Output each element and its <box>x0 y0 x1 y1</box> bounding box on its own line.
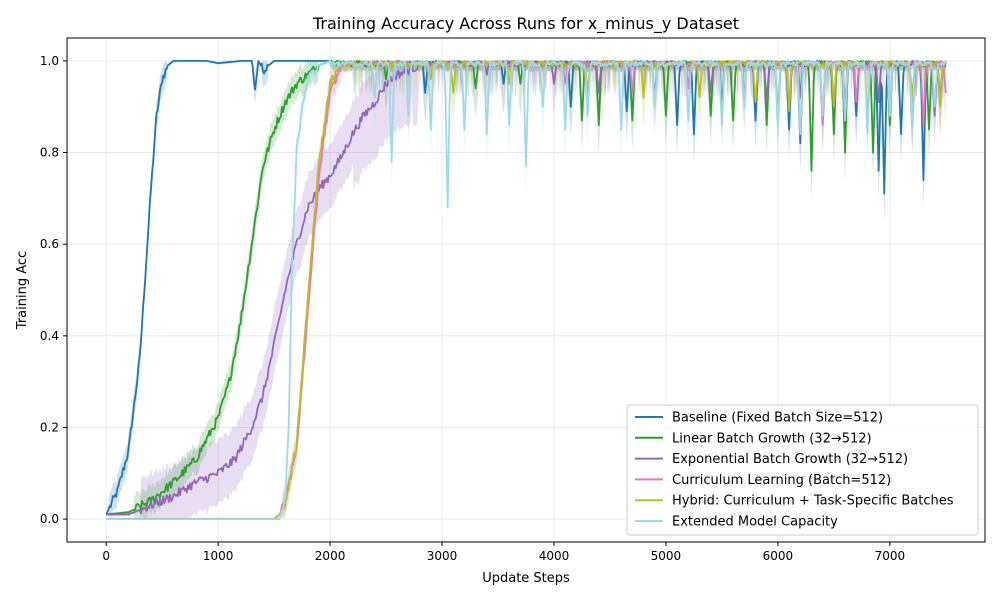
x-tick-label: 2000 <box>315 549 346 563</box>
variance-band-layer <box>106 60 946 520</box>
legend-box <box>626 404 979 536</box>
x-tick-label: 4000 <box>539 549 570 563</box>
legend-label-3: Curriculum Learning (Batch=512) <box>672 473 891 488</box>
chart-title: Training Accuracy Across Runs for x_minu… <box>312 14 739 34</box>
legend-label-1: Linear Batch Growth (32→512) <box>672 431 872 446</box>
series-band-2 <box>106 60 946 520</box>
x-tick-label: 5000 <box>651 549 682 563</box>
series-line-layer <box>105 60 947 520</box>
plot-frame <box>66 37 986 543</box>
legend-label-2: Exponential Batch Growth (32→512) <box>672 452 908 467</box>
y-tick-label: 0.0 <box>40 512 59 526</box>
x-tick-label: 0 <box>102 549 110 563</box>
y-axis-label: Training Acc <box>15 251 30 330</box>
legend-entries: Baseline (Fixed Batch Size=512) Linear Ba… <box>635 411 954 530</box>
legend-label-0: Baseline (Fixed Batch Size=512) <box>672 411 883 426</box>
legend: Baseline (Fixed Batch Size=512) Linear Ba… <box>626 404 979 536</box>
y-tick-label: 0.2 <box>40 420 59 434</box>
y-tick-label: 0.4 <box>40 329 59 343</box>
tick-layer: 0 1000 2000 3000 4000 5000 6000 7000 0.0 0.2 0.4 0.… <box>40 54 905 563</box>
x-tick-label: 7000 <box>875 549 906 563</box>
y-tick-label: 1.0 <box>40 54 59 68</box>
y-tick-label: 0.6 <box>40 237 59 251</box>
x-axis-label: Update Steps <box>482 571 570 586</box>
legend-label-4: Hybrid: Curriculum + Task-Specific Batch… <box>672 494 954 509</box>
series-band-1 <box>106 60 946 520</box>
series-line-5 <box>106 60 946 520</box>
y-tick-label: 0.8 <box>40 146 59 160</box>
x-tick-label: 1000 <box>203 549 234 563</box>
legend-label-5: Extended Model Capacity <box>672 515 838 530</box>
x-tick-label: 6000 <box>763 549 794 563</box>
x-tick-label: 3000 <box>427 549 458 563</box>
